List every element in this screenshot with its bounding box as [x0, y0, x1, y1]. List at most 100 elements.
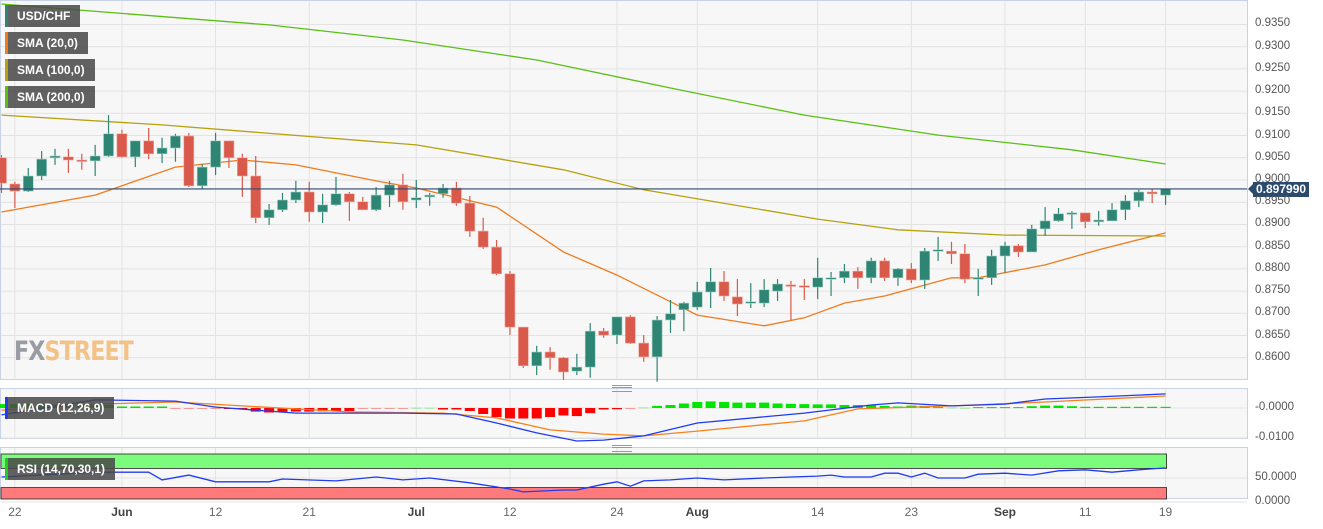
x-tick-label: 22	[8, 505, 22, 519]
candle-bullish	[424, 194, 435, 198]
macd-histogram-bar	[558, 408, 569, 416]
y-tick-label: 0.9000	[1255, 173, 1291, 185]
candle-bullish	[317, 204, 328, 213]
candle-bullish	[89, 155, 101, 162]
y-tick-label: 0.9300	[1255, 39, 1291, 52]
macd-histogram-bar	[518, 408, 529, 419]
macd-histogram-bar	[1160, 406, 1171, 408]
macd-histogram-bar	[638, 407, 649, 409]
legend-color-swatch	[5, 32, 8, 54]
legend-label: MACD (12,26,9)	[17, 401, 105, 415]
panel-resize-handle-rsi[interactable]	[612, 445, 632, 452]
candle-bearish	[638, 342, 650, 358]
macd-panel	[0, 388, 1248, 442]
candle-bullish	[290, 191, 302, 201]
macd-histogram-bar	[384, 408, 395, 409]
candle-bearish	[397, 184, 409, 203]
candle-bullish	[1093, 219, 1104, 223]
current-price-tag: 0.897990	[1247, 182, 1310, 197]
candle-bearish	[491, 246, 502, 275]
x-tick-label: 19	[1158, 505, 1173, 519]
macd-histogram-bar	[1013, 407, 1024, 409]
y-tick-label: 0.8600	[1255, 350, 1291, 363]
macd-histogram-bar	[625, 408, 636, 409]
macd-histogram-bar	[772, 403, 783, 408]
candle-bullish	[103, 133, 114, 157]
macd-histogram-bar	[839, 405, 850, 408]
sma-line-100	[1, 114, 1166, 237]
x-tick-label: 23	[904, 505, 919, 519]
y-tick-label: 0.8650	[1255, 328, 1291, 341]
candle-bullish	[170, 135, 181, 149]
legend-color-swatch	[5, 59, 8, 81]
macd-histogram-bar	[1093, 406, 1104, 408]
price-panel	[0, 0, 1248, 382]
legend-usdchf[interactable]: USD/CHF	[5, 5, 81, 27]
macd-histogram-bar	[1133, 406, 1144, 408]
legend-sma100[interactable]: SMA (100,0)	[5, 59, 95, 81]
candle-bullish	[758, 289, 770, 304]
main-panel-background	[0, 0, 1248, 380]
candle-bullish	[1160, 188, 1171, 196]
macd-histogram-bar	[397, 408, 408, 409]
candle-bearish	[544, 351, 556, 359]
legend-sma200[interactable]: SMA (200,0)	[5, 86, 95, 108]
candle-bullish	[370, 194, 382, 211]
y-tick-label: 0.8750	[1255, 284, 1291, 297]
candle-bearish	[598, 330, 609, 336]
candle-bearish	[906, 268, 917, 281]
macd-histogram-bar	[1120, 406, 1131, 408]
y-tick-label: 0.9250	[1255, 61, 1291, 74]
panel-resize-handle-macd[interactable]	[612, 385, 632, 392]
x-tick-label: 12	[503, 505, 517, 519]
x-tick-label: 24	[610, 505, 624, 519]
macd-histogram-bar	[986, 407, 997, 409]
macd-histogram-bar	[1040, 405, 1051, 408]
macd-histogram-bar	[719, 402, 730, 408]
candle-bearish	[183, 135, 195, 187]
candle-bullish	[130, 140, 141, 158]
macd-histogram-bar	[879, 405, 890, 408]
macd-histogram-bar	[665, 405, 676, 408]
macd-histogram-bar	[652, 405, 663, 408]
candle-bearish	[477, 230, 489, 248]
legend-color-swatch	[5, 5, 8, 27]
candle-bearish	[63, 156, 74, 161]
candle-bearish	[946, 250, 957, 255]
candle-bearish	[558, 357, 569, 373]
macd-histogram-bar	[732, 402, 743, 408]
macd-line	[1, 393, 1166, 442]
rsi-y-tick-label: 0.0000	[1255, 495, 1291, 507]
candle-bullish	[972, 277, 984, 280]
macd-histogram-bar	[317, 408, 328, 412]
macd-histogram-bar	[959, 407, 970, 409]
candle-bearish	[250, 175, 262, 219]
macd-histogram-bar	[933, 407, 944, 409]
rsi-overbought-band	[0, 453, 1167, 469]
candle-bullish	[986, 255, 997, 279]
macd-histogram-bar	[290, 408, 301, 412]
candle-bullish	[22, 175, 34, 192]
macd-histogram-bar	[973, 407, 984, 409]
candle-bullish	[892, 268, 904, 279]
candle-bullish	[263, 209, 275, 219]
macd-histogram-bar	[531, 408, 542, 419]
macd-histogram-bar	[344, 408, 355, 411]
candle-bullish	[999, 245, 1011, 257]
legend-rsi[interactable]: RSI (14,70,30,1)	[5, 458, 116, 480]
candle-bearish	[959, 253, 971, 280]
candle-bearish	[116, 133, 128, 158]
macd-histogram-bar	[812, 404, 823, 408]
macd-histogram-bar	[277, 408, 288, 412]
legend-sma20[interactable]: SMA (20,0)	[5, 32, 88, 54]
candle-bullish	[932, 249, 944, 252]
candle-bullish	[812, 277, 823, 288]
macd-signal-line	[1, 395, 1166, 437]
legend-color-swatch	[5, 86, 8, 108]
macd-histogram-bar	[357, 408, 368, 409]
candle-bearish	[1013, 245, 1024, 253]
legend-macd[interactable]: MACD (12,26,9)	[5, 397, 115, 419]
legend-label: SMA (200,0)	[17, 90, 85, 104]
y-tick-label: 0.9150	[1255, 106, 1291, 119]
